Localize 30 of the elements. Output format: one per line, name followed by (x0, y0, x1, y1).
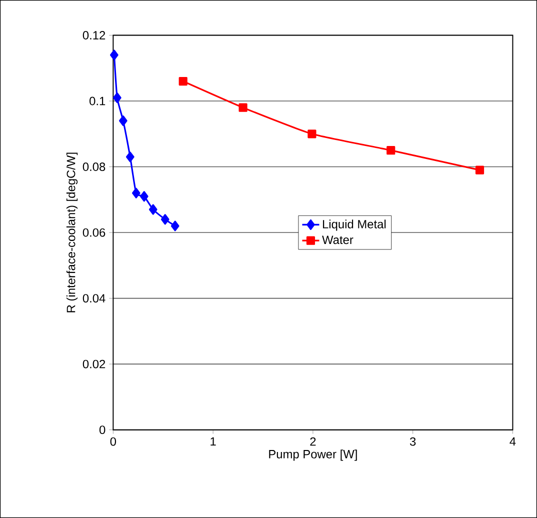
y-tick-label: 0 (99, 426, 106, 434)
y-axis-title: R (interface-coolant) [degC/W] (66, 152, 78, 312)
legend-label: Water (322, 236, 354, 244)
y-tick-label: 0.06 (82, 228, 106, 237)
y-tick-label: 0.04 (82, 294, 106, 303)
point (160, 214, 170, 225)
point (238, 103, 248, 112)
point (132, 188, 140, 198)
legend-label: Liquid Metal (322, 220, 386, 231)
point (110, 50, 118, 60)
point (308, 130, 316, 138)
x-tick-label: 1 (210, 437, 216, 446)
point (126, 152, 134, 162)
point (140, 191, 148, 202)
point (178, 76, 188, 86)
x-tick-label: 4 (510, 437, 516, 446)
x-axis-title: Pump Power [W] (269, 450, 357, 461)
y-tick-label: 0.02 (82, 360, 106, 368)
x-tick-label: 3 (410, 437, 416, 446)
x-tick-label: 2 (310, 437, 316, 446)
y-tick-label: 0.12 (82, 31, 106, 40)
point (170, 220, 180, 232)
y-tick-label: 0.1 (90, 96, 106, 106)
y-tick-label: 0.08 (82, 162, 106, 171)
point (148, 204, 158, 215)
point (386, 146, 396, 155)
x-tick-label: 0 (110, 437, 116, 446)
point (475, 166, 484, 174)
point (113, 92, 122, 104)
point (119, 115, 128, 126)
